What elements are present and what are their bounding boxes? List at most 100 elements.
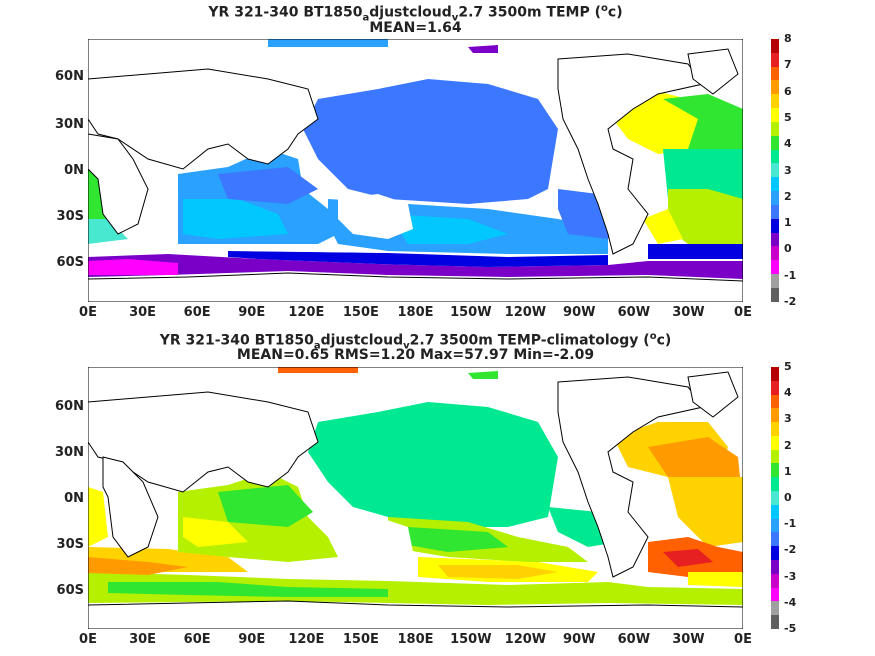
lat-label: 30S: [56, 537, 84, 552]
colorbar-swatch: [771, 532, 779, 547]
indian-ocean-yellow: [183, 517, 248, 547]
colorbar-swatch: [771, 477, 779, 492]
panel2-stats: MEAN=0.65 RMS=1.20 Max=57.97 Min=-2.09: [236, 347, 595, 363]
colorbar-swatch: [771, 518, 779, 533]
colorbar-swatch: [771, 218, 779, 233]
panel1-colorbar: [771, 39, 779, 302]
southern-ocean-green: [88, 572, 743, 605]
lon-label: 60E: [183, 632, 211, 647]
colorbar-tick-label: -2: [784, 295, 797, 308]
colorbar-tick-label: 3: [784, 412, 792, 426]
colorbar-tick-label: -4: [784, 595, 797, 609]
pacific-north: [303, 79, 558, 204]
colorbar-swatch: [771, 380, 779, 395]
lon-label: 0E: [734, 632, 752, 647]
lon-label: 90W: [563, 632, 596, 647]
americas-land: [557, 376, 704, 578]
lon-label: 120E: [288, 632, 325, 647]
lat-label: 30S: [56, 209, 84, 224]
colorbar-swatch: [771, 615, 779, 629]
colorbar-swatch: [771, 559, 779, 574]
africa-land: [102, 456, 159, 558]
lon-label: 120E: [288, 305, 325, 320]
south-atlantic-edge-teal: [88, 219, 128, 244]
lon-label: 180E: [397, 305, 434, 320]
south-atlantic-yellow: [688, 572, 743, 587]
colorbar-swatch: [771, 546, 779, 560]
africa-west-yellow: [88, 487, 108, 547]
colorbar-swatch: [771, 435, 779, 450]
colorbar-swatch: [771, 408, 779, 423]
lon-label: 60E: [183, 305, 211, 320]
south-atlantic-green: [668, 189, 743, 244]
lon-label: 60W: [617, 632, 651, 647]
colorbar-tick-label: -2: [784, 543, 797, 557]
south-atlantic-darkred: [663, 549, 713, 567]
lat-label: 60N: [55, 399, 84, 414]
colorbar-swatch: [771, 39, 779, 53]
colorbar-swatch: [771, 232, 779, 247]
colorbar-tick-label: 8: [784, 32, 792, 45]
colorbar-tick-label: 0: [784, 242, 792, 256]
indian-ocean-blue: [218, 167, 318, 204]
lon-label: 0E: [79, 632, 97, 647]
colorbar-swatch: [771, 504, 779, 519]
colorbar-tick-label: -3: [784, 569, 797, 583]
lat-label: 60N: [55, 69, 84, 84]
colorbar-tick-label: 2: [784, 438, 792, 452]
colorbar-swatch: [771, 135, 779, 150]
indian-ocean-cyan: [183, 199, 288, 239]
colorbar-tick-label: 7: [784, 58, 792, 72]
southern-ocean-white-gap: [178, 245, 388, 253]
colorbar-swatch: [771, 394, 779, 409]
lat-label: 60S: [56, 583, 84, 598]
southern-ocean-magenta: [88, 259, 178, 275]
lon-label: 90W: [563, 305, 596, 320]
colorbar-swatch: [771, 287, 779, 302]
colorbar-tick-label: 6: [784, 84, 792, 98]
colorbar-swatch: [771, 66, 779, 81]
colorbar-swatch: [771, 246, 779, 261]
colorbar-swatch: [771, 601, 779, 616]
colorbar-tick-label: -1: [784, 517, 797, 531]
colorbar-swatch: [771, 274, 779, 288]
colorbar-swatch: [771, 80, 779, 95]
colorbar-swatch: [771, 367, 779, 381]
south-atlantic-yellow: [643, 209, 683, 244]
colorbar-swatch: [771, 52, 779, 67]
lon-label: 90E: [238, 305, 266, 320]
greenland-land: [687, 371, 739, 418]
colorbar-tick-label: 5: [784, 110, 792, 124]
lon-label: 180E: [397, 632, 434, 647]
lon-label: 0E: [79, 305, 97, 320]
pacific-teal: [308, 402, 558, 527]
colorbar-swatch: [771, 573, 779, 588]
greenland-land: [687, 48, 739, 95]
lon-label: 30W: [672, 632, 705, 647]
southern-ocean-orange2: [88, 557, 188, 575]
colorbar-swatch: [771, 177, 779, 192]
colorbar-swatch: [771, 163, 779, 178]
lat-label: 60S: [56, 255, 84, 270]
atlantic-tropical-orange: [668, 477, 743, 547]
lon-label: 0E: [734, 305, 752, 320]
colorbar-tick-label: 5: [784, 360, 792, 373]
panel1-map: [88, 39, 743, 302]
lon-label: 120W: [504, 305, 547, 320]
colorbar-tick-label: -5: [784, 622, 797, 635]
lon-label: 150W: [450, 305, 492, 320]
panel1-stats: MEAN=1.64: [369, 20, 462, 36]
pacific-south-teal: [408, 527, 508, 552]
south-atlantic-blue: [648, 244, 743, 259]
arctic-purple: [468, 45, 498, 53]
lat-label: 0N: [64, 163, 84, 178]
colorbar-swatch: [771, 108, 779, 122]
southern-ocean-purple: [88, 254, 743, 279]
australia-land: [338, 517, 413, 562]
lon-label: 150E: [342, 632, 379, 647]
panel1-title: YR 321-340 BT1850adjustcloudv2.7 3500m T…: [208, 3, 623, 24]
australia-land: [338, 194, 413, 239]
colorbar-tick-label: 3: [784, 163, 792, 177]
colorbar-tick-label: 4: [784, 386, 792, 400]
lat-label: 30N: [55, 117, 84, 132]
